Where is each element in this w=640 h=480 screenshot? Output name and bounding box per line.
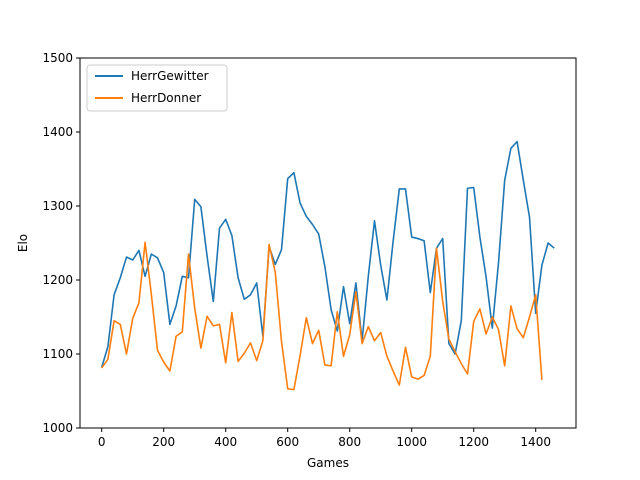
y-tick-label: 1300 — [42, 199, 73, 213]
plot-frame — [79, 57, 577, 429]
x-tick-label: 1200 — [458, 435, 489, 449]
x-tick-label: 400 — [214, 435, 237, 449]
y-tick-label: 1100 — [42, 347, 73, 361]
x-tick-label: 800 — [338, 435, 361, 449]
legend-label-herrgewitter: HerrGewitter — [131, 69, 209, 83]
x-tick-label: 1400 — [520, 435, 551, 449]
x-tick-label: 0 — [98, 435, 106, 449]
x-tick-label: 600 — [276, 435, 299, 449]
y-tick-label: 1000 — [42, 421, 73, 435]
series-layer — [100, 140, 555, 391]
x-tick-label: 1000 — [396, 435, 427, 449]
legend: HerrGewitter HerrDonner — [86, 64, 228, 112]
y-axis-label: Elo — [16, 234, 30, 252]
y-tick-label: 1500 — [42, 51, 73, 65]
legend-label-herrdonner: HerrDonner — [131, 91, 201, 105]
x-tick-label: 200 — [152, 435, 175, 449]
series-line-herrgewitter — [100, 140, 555, 368]
y-tick-label: 1400 — [42, 125, 73, 139]
x-axis-label: Games — [307, 456, 349, 470]
y-tick-label: 1200 — [42, 273, 73, 287]
y-axis: 1000 1100 1200 1300 1400 1500 — [42, 51, 80, 435]
series-line-herrdonner — [101, 241, 543, 391]
x-axis: 0 200 400 600 800 1000 1200 1400 — [98, 428, 551, 449]
